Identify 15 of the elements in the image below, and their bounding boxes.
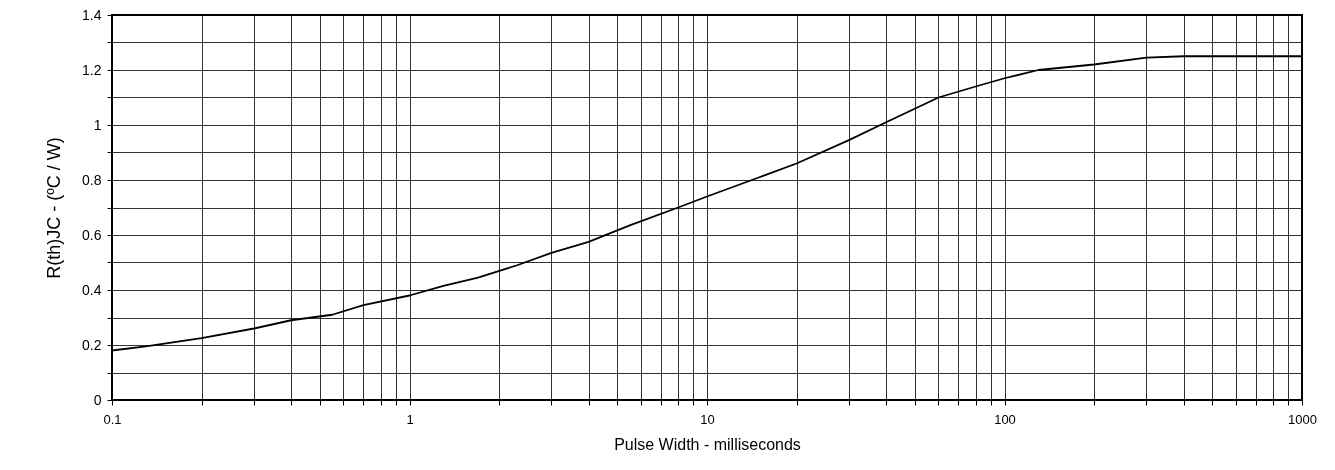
x-tick-label: 1000 (1288, 411, 1317, 427)
y-tick-label: 1.2 (82, 61, 102, 78)
y-tick-label: 1 (93, 116, 102, 133)
y-axis-title: R(th)JC - (ºC / W) (44, 137, 65, 279)
x-tick-label: 10 (700, 411, 715, 427)
y-tick-label: 0.8 (82, 171, 102, 188)
y-tick-label: 1.4 (82, 6, 102, 23)
x-tick-label: 1 (406, 411, 414, 427)
y-tick-label: 0.6 (82, 226, 102, 243)
x-tick-label: 0.1 (103, 411, 122, 427)
y-tick-label: 0.4 (82, 281, 102, 298)
x-axis-title: Pulse Width - milliseconds (614, 435, 801, 453)
x-tick-label: 100 (994, 411, 1016, 427)
y-tick-label: 0.2 (82, 336, 102, 353)
y-tick-label: 0 (93, 391, 102, 408)
